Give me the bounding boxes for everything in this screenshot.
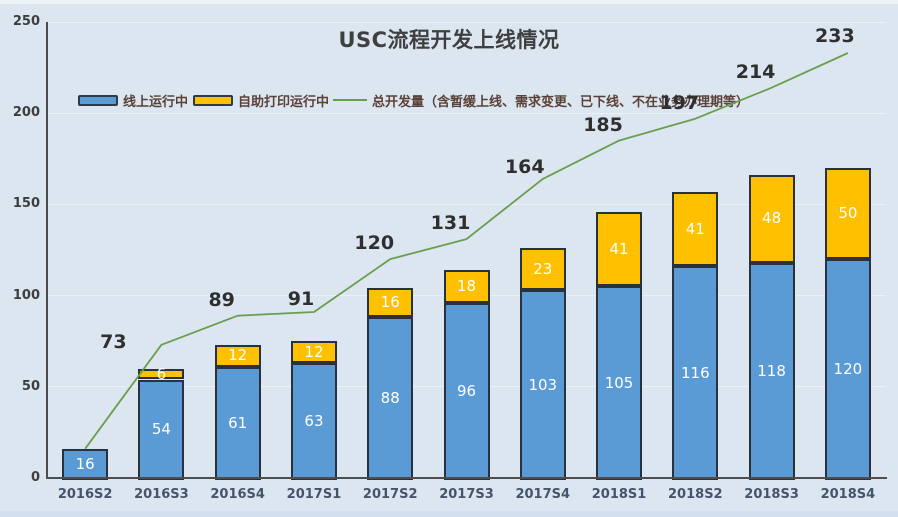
total-line-data-label: 73	[100, 330, 127, 353]
gridline-y-200	[47, 113, 886, 114]
bar-label-online: 116	[680, 363, 710, 382]
bar-segment-online: 118	[748, 262, 795, 480]
bar-segment-selfprint: 12	[290, 341, 337, 364]
y-axis-tick-label: 100	[12, 287, 40, 303]
legend-item-online: 线上运行中	[78, 92, 189, 110]
total-line-data-label: 197	[659, 91, 700, 114]
bar-label-online: 105	[604, 373, 634, 392]
bar-segment-selfprint: 12	[214, 344, 261, 367]
x-axis-tick-label: 2016S2	[57, 487, 113, 502]
bar-label-online: 88	[380, 389, 400, 408]
legend-item-total-line: 总开发量（含暂缓上线、需求变更、已下线、不在业务办理期等）	[333, 92, 750, 110]
y-axis-tick-label: 50	[21, 378, 40, 394]
total-line-data-label: 214	[735, 60, 776, 83]
total-line-data-label: 185	[583, 113, 623, 136]
bar-label-online: 61	[228, 413, 248, 432]
bar-label-selfprint: 23	[533, 259, 553, 278]
bar-segment-selfprint: 50	[824, 167, 871, 260]
legend-label-total: 总开发量（含暂缓上线、需求变更、已下线、不在业务办理期等）	[372, 94, 750, 110]
bar-segment-selfprint: 41	[672, 191, 719, 267]
bar-segment-selfprint: 48	[748, 175, 795, 263]
x-axis-tick-label: 2018S3	[744, 487, 799, 502]
bar-label-selfprint: 16	[380, 293, 400, 312]
bar-segment-online: 88	[367, 317, 414, 480]
total-line-data-label: 233	[815, 25, 855, 47]
bar-label-selfprint: 48	[762, 209, 782, 228]
x-axis-tick-label: 2018S1	[591, 487, 647, 502]
chart-title: USC流程开发上线情况	[338, 28, 560, 52]
y-axis-tick-label: 200	[12, 105, 40, 121]
total-line-data-label: 164	[504, 155, 545, 178]
bar-label-selfprint: 18	[456, 276, 477, 295]
bar-label-online: 16	[75, 454, 95, 473]
x-axis-line	[46, 477, 887, 479]
bar-label-online: 118	[757, 361, 786, 380]
bottom-edge-strip	[0, 511, 898, 517]
bar-label-online: 120	[833, 360, 863, 379]
window-top-edge	[0, 0, 898, 4]
total-line-data-label: 91	[287, 288, 315, 311]
legend-swatch-green-line	[333, 99, 367, 101]
y-axis-tick-label: 250	[12, 14, 40, 29]
y-axis-tick-label: 0	[30, 470, 40, 485]
x-axis-tick-label: 2018S2	[668, 487, 723, 502]
bar-label-online: 63	[304, 412, 324, 431]
total-line	[84, 52, 849, 450]
bar-segment-online: 63	[290, 363, 337, 480]
legend-item-selfprint: 自助打印运行中	[193, 92, 330, 110]
bar-label-online: 103	[528, 375, 558, 394]
x-axis-tick-label: 2017S1	[286, 487, 342, 502]
total-line-data-label: 131	[430, 212, 471, 235]
gridline-y-150	[47, 204, 886, 205]
bar-segment-selfprint: 18	[443, 270, 490, 303]
bar-segment-selfprint: 16	[367, 288, 414, 318]
y-axis-line	[46, 22, 48, 478]
bar-label-selfprint: 6	[156, 364, 167, 383]
legend-label-online: 线上运行中	[123, 94, 189, 110]
y-axis-tick-label: 150	[12, 196, 40, 212]
bar-label-selfprint: 12	[304, 342, 324, 361]
legend-label-selfprint: 自助打印运行中	[238, 94, 330, 110]
legend-swatch-yellow-bar	[193, 94, 233, 106]
x-axis-tick-label: 2018S4	[820, 487, 876, 502]
bar-label-selfprint: 50	[838, 204, 858, 222]
x-axis-tick-label: 2016S4	[210, 487, 265, 502]
bar-label-selfprint: 41	[609, 239, 629, 258]
bar-segment-selfprint: 41	[596, 211, 643, 287]
bar-label-selfprint: 12	[228, 346, 248, 365]
x-axis-tick-label: 2017S3	[439, 487, 494, 502]
total-line-data-label: 120	[354, 232, 395, 255]
x-axis-tick-label: 2017S2	[362, 487, 418, 502]
bar-label-selfprint: 41	[685, 219, 705, 238]
bar-segment-online: 103	[519, 290, 566, 480]
bar-label-online: 54	[151, 420, 171, 439]
bar-segment-online: 120	[824, 259, 871, 480]
bar-segment-online: 61	[214, 366, 261, 480]
x-axis-tick-label: 2017S4	[515, 487, 571, 502]
x-axis-tick-label: 2016S3	[134, 487, 189, 502]
legend-swatch-blue-bar	[78, 94, 118, 106]
bar-label-online: 96	[456, 381, 477, 400]
total-line-data-label: 89	[208, 288, 235, 311]
bar-segment-selfprint: 23	[519, 248, 566, 291]
bar-segment-online: 105	[596, 286, 643, 480]
bar-segment-online: 116	[672, 266, 719, 480]
gridline-y-250	[47, 22, 886, 23]
